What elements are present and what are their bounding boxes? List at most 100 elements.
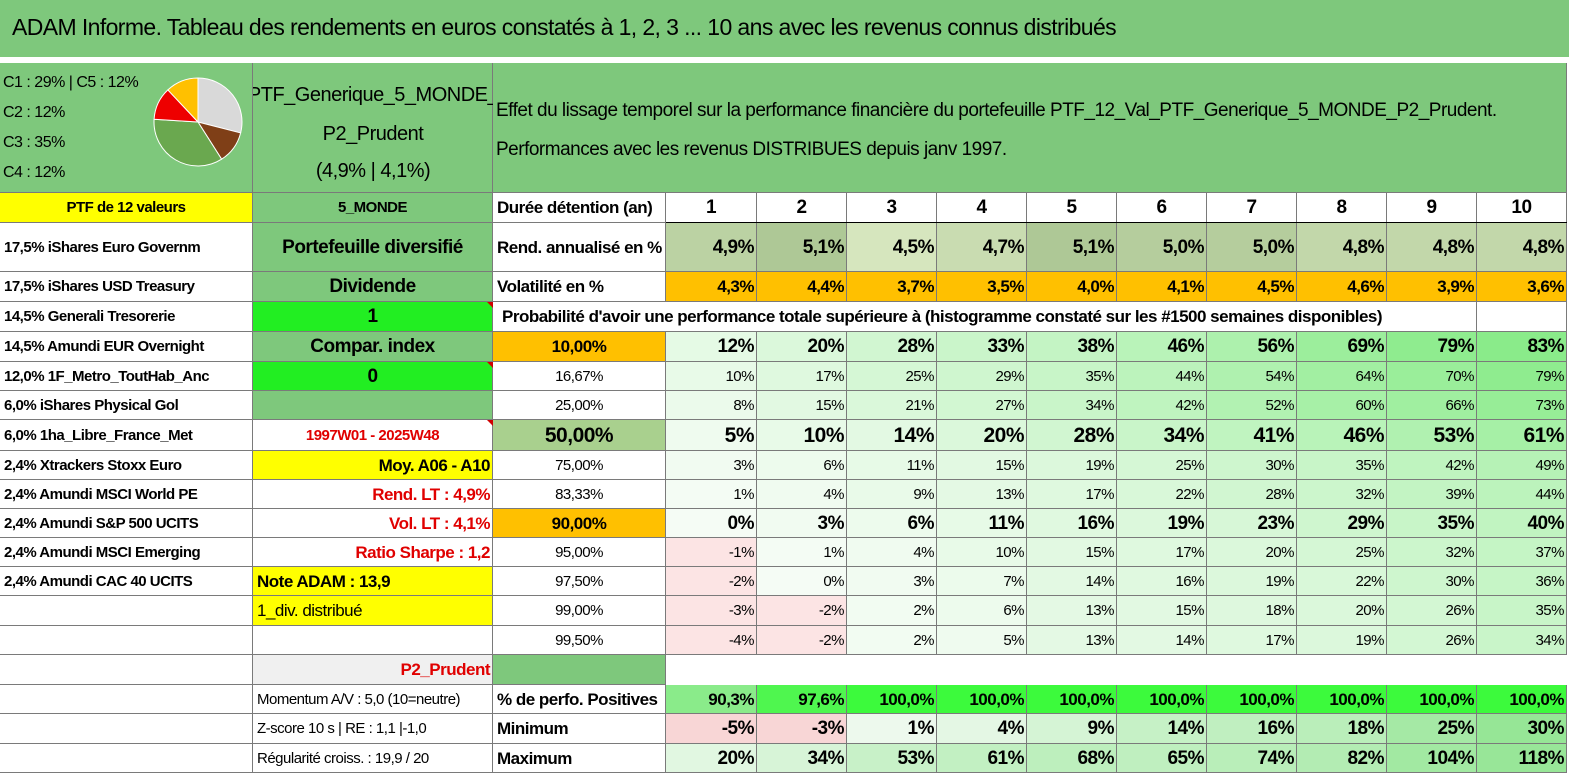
positives-value: 100,0% <box>1027 685 1117 714</box>
probability-value: 35% <box>1297 451 1387 480</box>
return-value: 4,9% <box>666 223 757 272</box>
portfolio-name-panel <box>253 63 493 193</box>
year-header: 3 <box>847 193 937 223</box>
dividend-label: Dividende <box>253 272 493 302</box>
positives-value: 100,0% <box>847 685 937 714</box>
probability-value: 25% <box>1117 451 1207 480</box>
probability-value: 26% <box>1387 596 1477 626</box>
probability-value: 10% <box>666 362 757 391</box>
probability-value: 40% <box>1477 509 1567 538</box>
probability-value: 32% <box>1387 538 1477 567</box>
probability-value: 25% <box>847 362 937 391</box>
holding-row: 2,4% Xtrackers Stoxx Euro <box>0 451 253 480</box>
probability-value: 69% <box>1297 332 1387 362</box>
empty-holding-row <box>0 626 253 655</box>
maximum-value: 20% <box>666 744 757 773</box>
probability-value: 66% <box>1387 391 1477 420</box>
probability-value: 16% <box>1027 509 1117 538</box>
positives-value: 100,0% <box>1297 685 1387 714</box>
pie-legend-label: C1 : 29% | C5 : 12% <box>3 75 139 91</box>
holding-row: 14,5% Generali Tresorerie <box>0 302 253 332</box>
probability-value: 30% <box>1207 451 1297 480</box>
probability-value: 16% <box>1117 567 1207 596</box>
sharpe-ratio: Ratio Sharpe : 1,2 <box>253 538 493 567</box>
probability-value: 14% <box>1117 626 1207 655</box>
volatility-value: 4,0% <box>1027 272 1117 302</box>
year-header: 7 <box>1207 193 1297 223</box>
probability-title: Probabilité d'avoir une performance tota… <box>493 302 1477 332</box>
probability-value: 19% <box>1207 567 1297 596</box>
empty-holding-row <box>0 685 253 714</box>
probability-value: 28% <box>1027 420 1117 451</box>
probability-value: 30% <box>1387 567 1477 596</box>
probability-value: 36% <box>1477 567 1567 596</box>
probability-value: 5% <box>937 626 1027 655</box>
holding-row: 17,5% iShares USD Treasury <box>0 272 253 302</box>
year-header: 5 <box>1027 193 1117 223</box>
holding-row: 6,0% 1ha_Libre_France_Met <box>0 420 253 451</box>
probability-value: 20% <box>1207 538 1297 567</box>
probability-value: 6% <box>757 451 847 480</box>
empty-holding-row <box>0 596 253 626</box>
return-value: 4,7% <box>937 223 1027 272</box>
year-header: 6 <box>1117 193 1207 223</box>
positives-value: 100,0% <box>1387 685 1477 714</box>
probability-value: 3% <box>757 509 847 538</box>
probability-value: 26% <box>1387 626 1477 655</box>
probability-value: 0% <box>666 509 757 538</box>
diversification-label: Portefeuille diversifié <box>253 223 493 272</box>
maximum-value: 65% <box>1117 744 1207 773</box>
threshold-value: 16,67% <box>493 362 666 391</box>
profile-spacer <box>493 655 666 685</box>
empty-holding-row <box>0 714 253 744</box>
probability-value: 1% <box>666 480 757 509</box>
probability-value: 46% <box>1297 420 1387 451</box>
probability-value: 46% <box>1117 332 1207 362</box>
year-header: 1 <box>666 193 757 223</box>
pie-legend-label: C4 : 12% <box>3 165 65 181</box>
minimum-label: Minimum <box>493 714 666 744</box>
probability-value: 19% <box>1027 451 1117 480</box>
regularity-label: Régularité croiss. : 19,9 / 20 <box>253 744 493 773</box>
probability-value: 39% <box>1387 480 1477 509</box>
threshold-value: 99,00% <box>493 596 666 626</box>
return-value: 4,5% <box>847 223 937 272</box>
probability-value: 15% <box>1027 538 1117 567</box>
holding-row: 14,5% Amundi EUR Overnight <box>0 332 253 362</box>
probability-title-tail <box>1477 302 1567 332</box>
minimum-value: 18% <box>1297 714 1387 744</box>
maximum-value: 104% <box>1387 744 1477 773</box>
maximum-value: 74% <box>1207 744 1297 773</box>
report-title-bar: ADAM Informe. Tableau des rendements en … <box>0 0 1569 60</box>
probability-value: 9% <box>847 480 937 509</box>
volatility-value: 3,9% <box>1387 272 1477 302</box>
probability-value: 35% <box>1027 362 1117 391</box>
probability-value: 28% <box>847 332 937 362</box>
probability-value: 2% <box>847 596 937 626</box>
probability-value: 29% <box>1297 509 1387 538</box>
probability-value: 11% <box>847 451 937 480</box>
probability-value: 49% <box>1477 451 1567 480</box>
pie-slice <box>167 77 199 124</box>
positives-value: 100,0% <box>1207 685 1297 714</box>
probability-value: 41% <box>1207 420 1297 451</box>
year-header: 4 <box>937 193 1027 223</box>
portfolio-description-line1: Effet du lissage temporel sur la perform… <box>496 101 1497 121</box>
maximum-value: 68% <box>1027 744 1117 773</box>
holding-row: 2,4% Amundi MSCI World PE <box>0 480 253 509</box>
volatility-value: 4,6% <box>1297 272 1387 302</box>
average-label: Moy. A06 - A10 <box>253 451 493 480</box>
year-header: 10 <box>1477 193 1567 223</box>
probability-value: 17% <box>757 362 847 391</box>
portfolio-name-line: (4,9% | 4,1%) <box>315 160 431 182</box>
probability-value: 32% <box>1297 480 1387 509</box>
comment-marker <box>487 302 493 308</box>
probability-value: 17% <box>1207 626 1297 655</box>
minimum-value: -5% <box>666 714 757 744</box>
probability-value: 25% <box>1297 538 1387 567</box>
maximum-label: Maximum <box>493 744 666 773</box>
probability-value: 4% <box>847 538 937 567</box>
long-term-volatility: Vol. LT : 4,1% <box>253 509 493 538</box>
probability-value: 83% <box>1477 332 1567 362</box>
